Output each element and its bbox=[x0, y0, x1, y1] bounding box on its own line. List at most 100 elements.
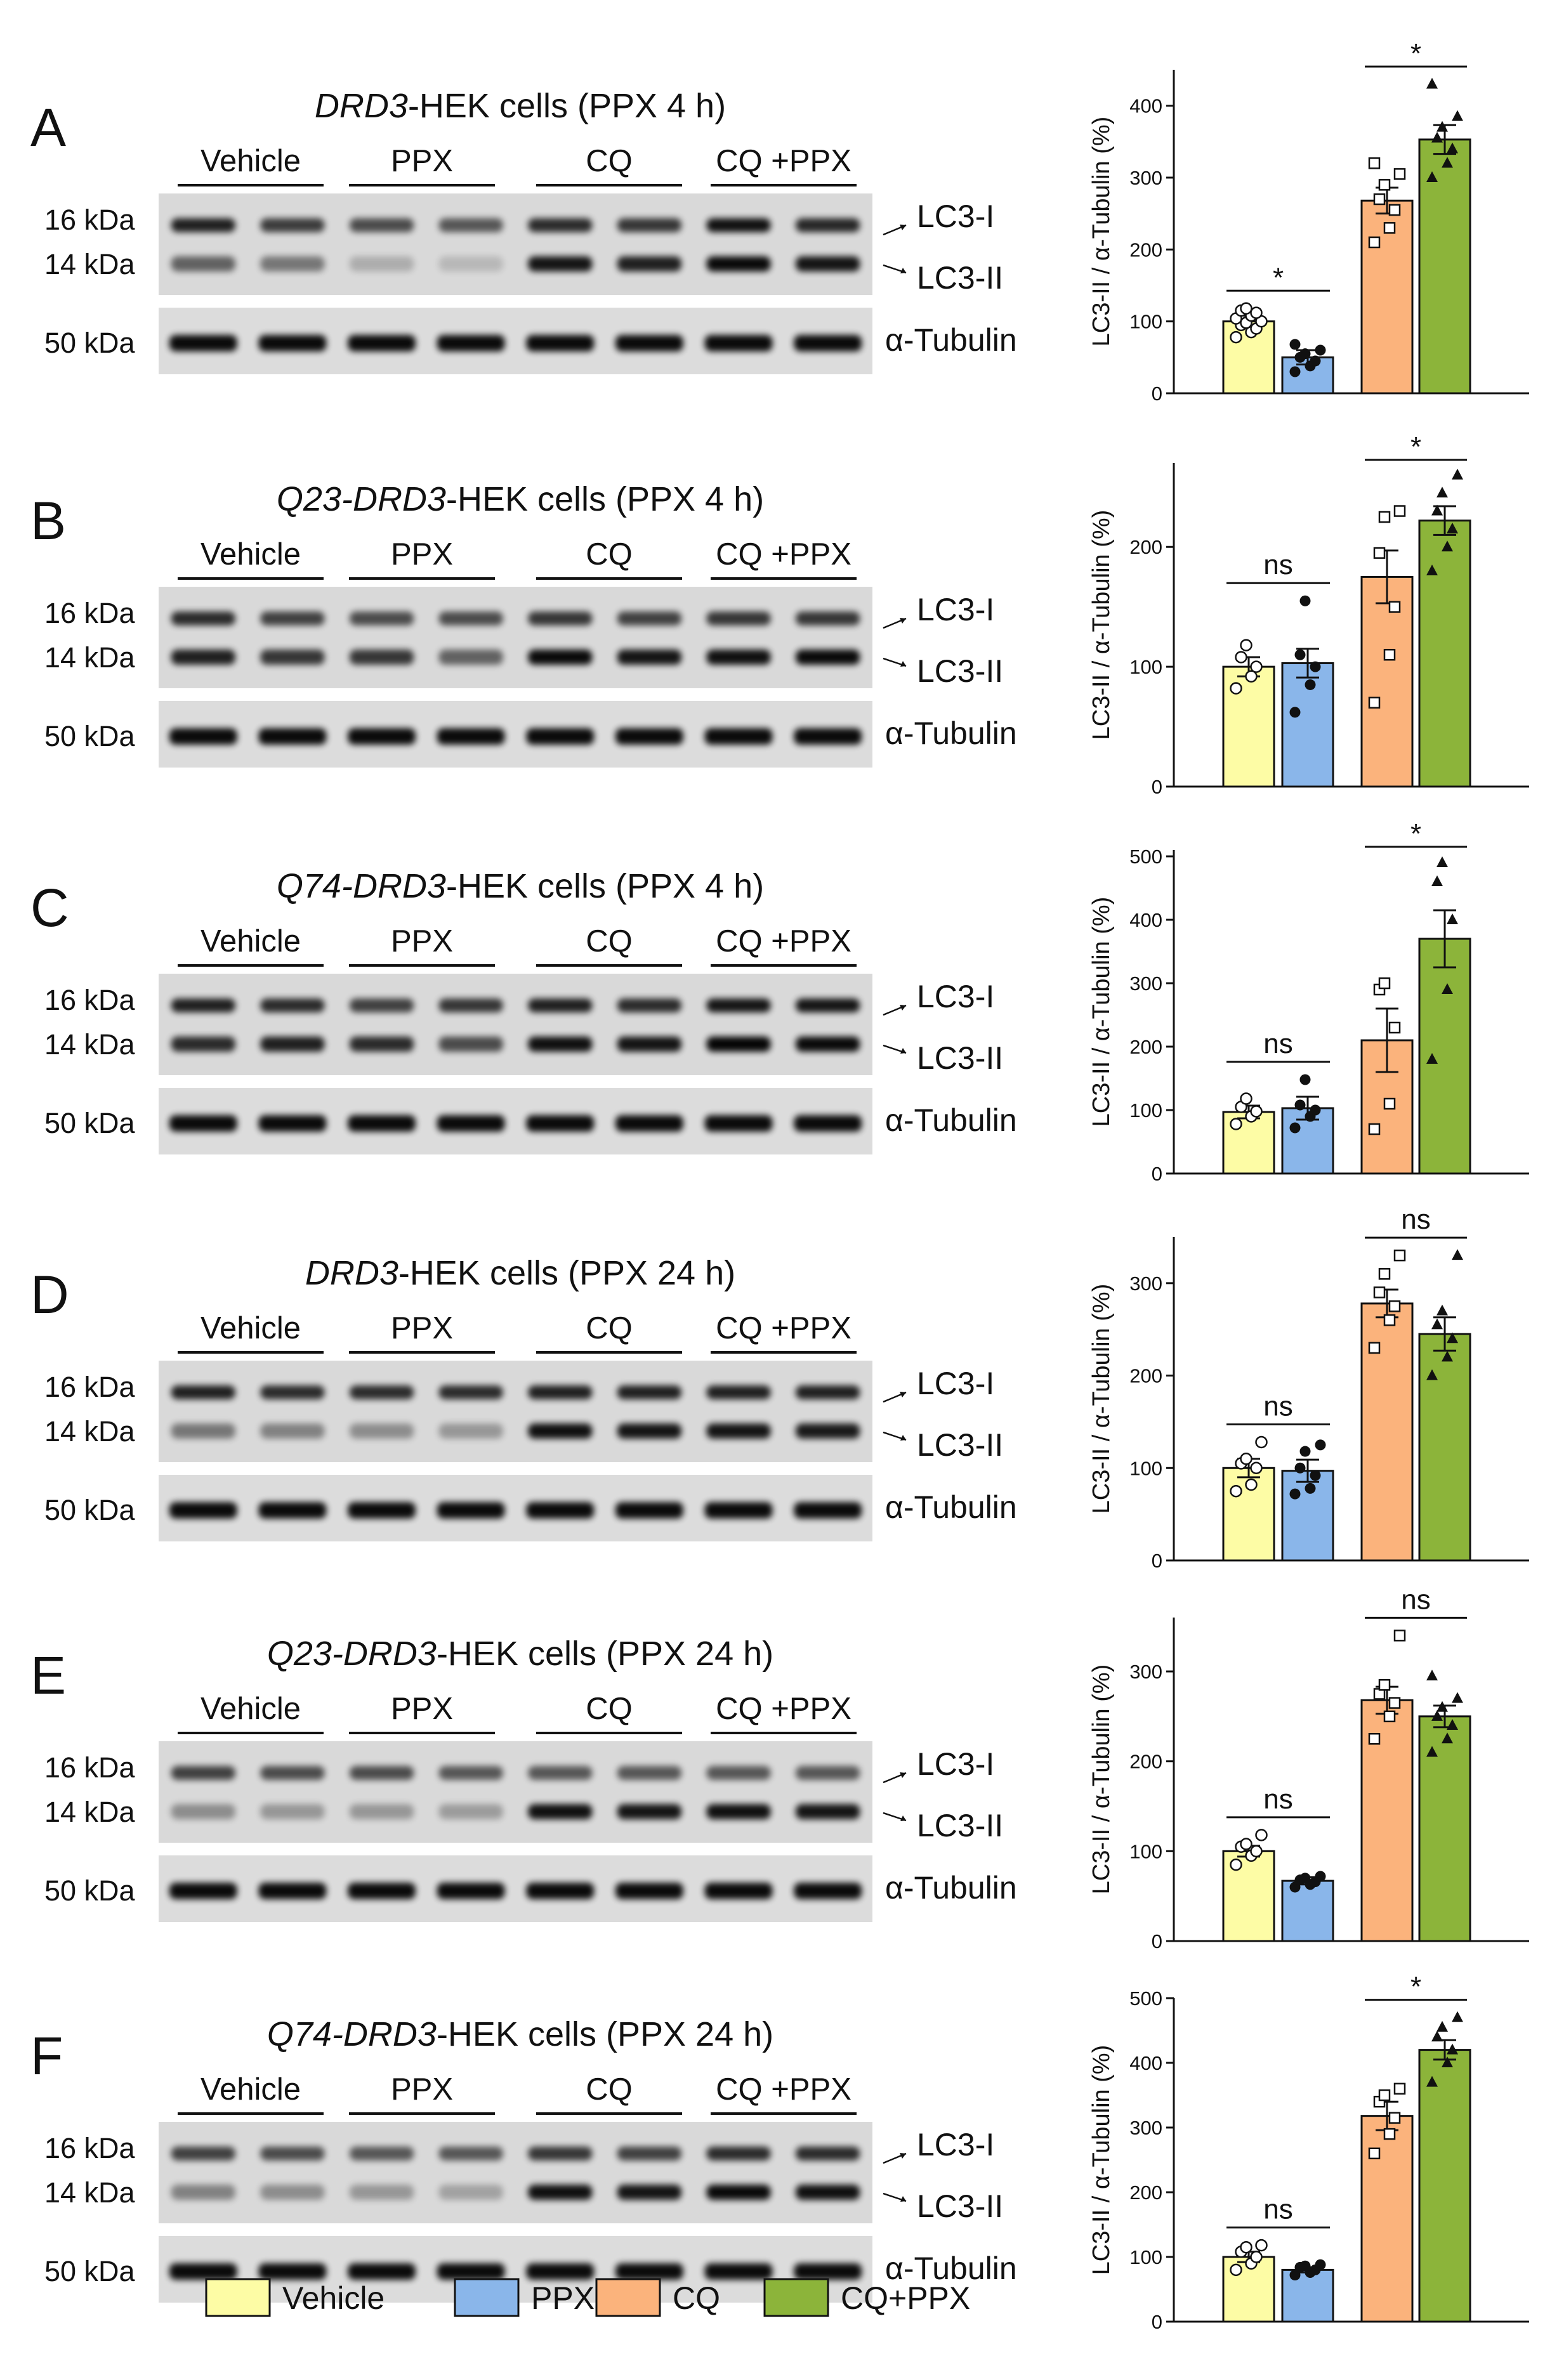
data-point bbox=[1289, 339, 1301, 350]
significance-label: ns bbox=[1263, 1784, 1292, 1815]
kda-label: 14 kDa bbox=[44, 248, 136, 280]
lc3-blot bbox=[159, 1361, 872, 1462]
tubulin-band bbox=[348, 1502, 416, 1519]
kda-label: 50 kDa bbox=[44, 327, 136, 359]
data-point bbox=[1250, 306, 1263, 319]
lc3-i-band bbox=[349, 2147, 414, 2161]
lc3-i-band bbox=[528, 611, 593, 625]
tubulin-band bbox=[437, 335, 505, 351]
y-tick-label: 400 bbox=[1129, 909, 1162, 931]
blot-panel-a: A DRD3-HEK cells (PPX 4 h) Vehicle PPX CQ CQ … bbox=[30, 87, 1017, 374]
tubulin-band bbox=[526, 335, 595, 351]
band-label-tubulin: α-Tubulin bbox=[885, 2251, 1017, 2286]
data-point bbox=[1310, 661, 1321, 672]
legend-swatch-1 bbox=[454, 2278, 520, 2317]
lc3-ii-band bbox=[171, 1804, 235, 1819]
tubulin-band bbox=[615, 1883, 683, 1899]
data-point bbox=[1426, 565, 1438, 575]
significance-label: ns bbox=[1401, 1584, 1430, 1615]
lc3-i-band bbox=[349, 611, 414, 625]
blot-title-rest: -HEK cells (PPX 24 h) bbox=[437, 1635, 773, 1673]
kda-label: 50 kDa bbox=[44, 1107, 136, 1139]
y-tick-label: 0 bbox=[1152, 2311, 1162, 2333]
tubulin-band bbox=[704, 1502, 773, 1519]
lc3-i-band bbox=[617, 611, 682, 625]
lc3-i-band bbox=[617, 1385, 682, 1399]
kda-label: 16 kDa bbox=[44, 1371, 136, 1403]
data-point bbox=[1431, 131, 1443, 143]
arrow-head bbox=[900, 1435, 906, 1441]
kda-label: 14 kDa bbox=[44, 1796, 136, 1828]
band-label-lc3-i: LC3-I bbox=[917, 1366, 994, 1401]
tubulin-band bbox=[615, 1115, 683, 1132]
lc3-ii-band bbox=[260, 1036, 325, 1052]
data-point bbox=[1378, 977, 1391, 990]
bar-cq bbox=[1360, 575, 1414, 788]
data-point bbox=[1426, 1369, 1438, 1380]
data-point bbox=[1393, 2082, 1406, 2095]
arrow-head bbox=[900, 2196, 906, 2202]
lc3-i-band bbox=[617, 2147, 682, 2161]
tubulin-band bbox=[169, 728, 237, 745]
data-point bbox=[1442, 1350, 1453, 1362]
bar-cq-ppx bbox=[1418, 138, 1471, 395]
data-point bbox=[1442, 540, 1453, 552]
significance-label: ns bbox=[1263, 2194, 1292, 2225]
tubulin-band bbox=[169, 2263, 237, 2280]
kda-label: 14 kDa bbox=[44, 2176, 136, 2209]
lc3-ii-band bbox=[796, 1423, 860, 1439]
data-point bbox=[1447, 2043, 1458, 2055]
data-point bbox=[1240, 302, 1252, 315]
condition-label: Vehicle bbox=[201, 2072, 301, 2107]
data-point bbox=[1383, 1314, 1396, 1326]
lc3-ii-band bbox=[349, 256, 414, 271]
lc3-ii-band bbox=[706, 1036, 771, 1052]
lc3-ii-band bbox=[260, 1804, 325, 1819]
lc3-ii-band bbox=[349, 1423, 414, 1439]
lc3-ii-band bbox=[171, 650, 235, 665]
significance-label: * bbox=[1273, 262, 1284, 293]
condition-label: PPX bbox=[391, 924, 453, 958]
arrow-head bbox=[900, 1005, 906, 1010]
band-label-lc3-i: LC3-I bbox=[917, 979, 994, 1014]
bar-chart-f: 0 100 200 300 400 500 LC3-II / α-Tubulin (%) ns… bbox=[1088, 1971, 1529, 2333]
condition-label: CQ +PPX bbox=[716, 2072, 851, 2107]
tubulin-band bbox=[526, 2263, 595, 2280]
arrow-head bbox=[900, 1815, 906, 1821]
legend-label: Vehicle bbox=[282, 2280, 385, 2316]
tubulin-band bbox=[704, 2263, 773, 2280]
data-point bbox=[1426, 1670, 1438, 1681]
bar-cq-ppx bbox=[1418, 938, 1471, 1175]
tubulin-band bbox=[615, 2263, 683, 2280]
lc3-i-band bbox=[706, 218, 771, 232]
condition-label: CQ bbox=[586, 2072, 633, 2107]
lc3-ii-band bbox=[706, 1423, 771, 1439]
lc3-ii-band bbox=[438, 1804, 503, 1819]
condition-label: PPX bbox=[391, 1692, 453, 1726]
lc3-i-band bbox=[617, 998, 682, 1012]
y-axis-label: LC3-II / α-Tubulin (%) bbox=[1088, 117, 1115, 347]
band-label-lc3-ii: LC3-II bbox=[917, 1427, 1003, 1463]
data-point bbox=[1299, 1074, 1311, 1085]
panel-letter: B bbox=[30, 491, 66, 551]
lc3-ii-band bbox=[528, 1036, 593, 1052]
lc3-ii-band bbox=[796, 1804, 860, 1819]
data-point bbox=[1383, 222, 1396, 234]
blot-title: Q23-DRD3-HEK cells (PPX 24 h) bbox=[267, 1635, 773, 1673]
band-label-tubulin: α-Tubulin bbox=[885, 716, 1017, 751]
lc3-ii-band bbox=[706, 650, 771, 665]
blot-title-rest: -HEK cells (PPX 24 h) bbox=[437, 2015, 773, 2053]
panel-letter: D bbox=[30, 1265, 69, 1324]
lc3-ii-band bbox=[617, 2185, 682, 2200]
lc3-ii-band bbox=[528, 1423, 593, 1439]
tubulin-band bbox=[526, 1502, 595, 1519]
tubulin-band bbox=[348, 2263, 416, 2280]
data-point bbox=[1452, 110, 1463, 121]
blot-title-rest: -HEK cells (PPX 24 h) bbox=[398, 1254, 735, 1292]
data-point bbox=[1383, 2128, 1396, 2140]
kda-label: 50 kDa bbox=[44, 1874, 136, 1907]
lc3-ii-band bbox=[260, 256, 325, 271]
lc3-ii-band bbox=[706, 256, 771, 271]
data-point bbox=[1388, 204, 1401, 216]
